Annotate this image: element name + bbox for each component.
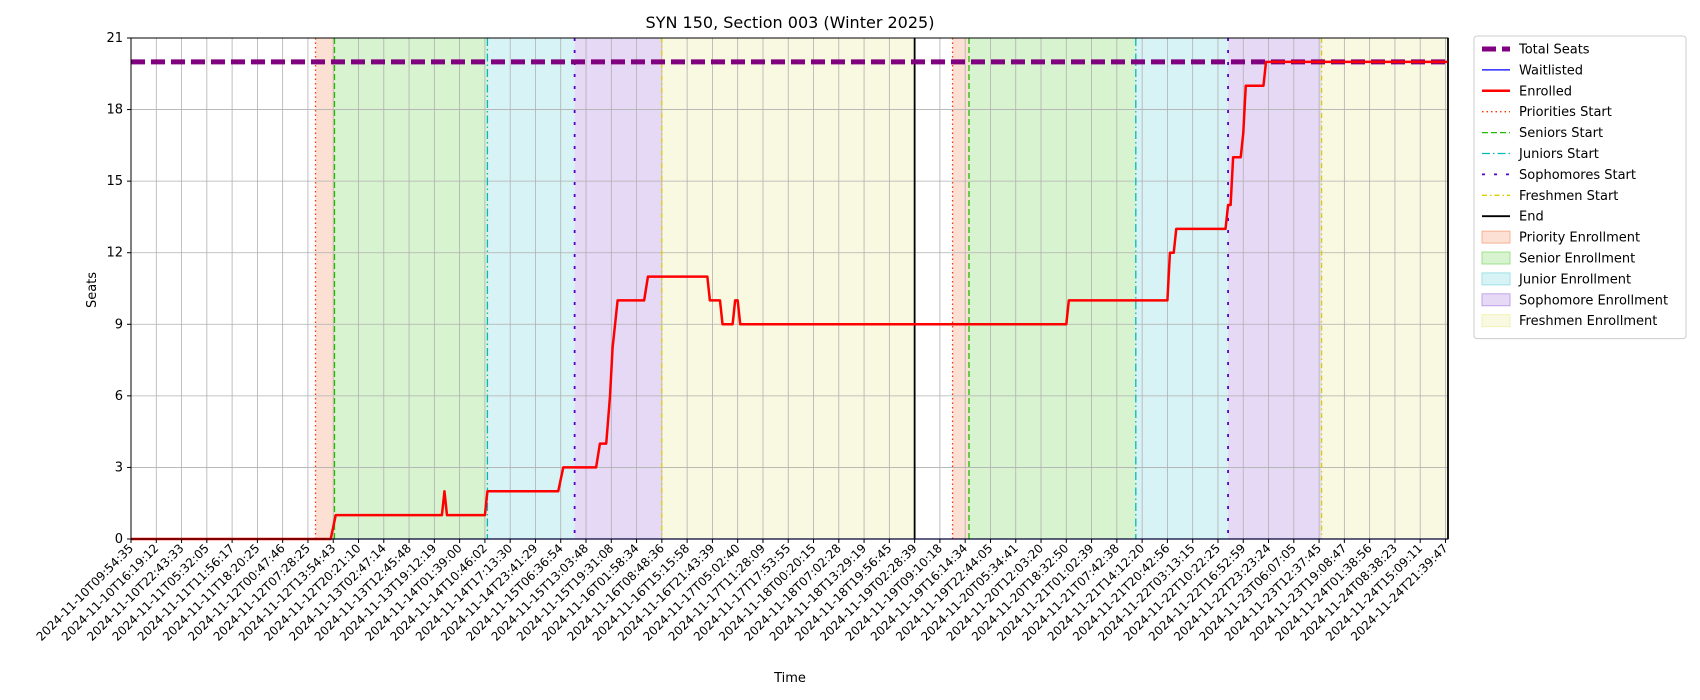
legend-label: Priorities Start: [1519, 105, 1612, 120]
phase-span: [487, 38, 575, 539]
legend-swatch: [1481, 314, 1511, 328]
legend-box: [1473, 35, 1687, 340]
legend-swatch: [1481, 230, 1511, 244]
plot-area: 0369121518212024-11-10T09:54:352024-11-1…: [34, 31, 1451, 644]
y-tick-label: 3: [115, 460, 123, 475]
y-tick-label: 15: [106, 174, 123, 189]
legend-label: Total Seats: [1518, 43, 1590, 58]
legend: Total Seats Waitlisted Enrolled Priorities …: [1473, 35, 1687, 340]
phase-span: [574, 38, 662, 539]
phase-span: [968, 38, 1136, 539]
phase-span: [315, 38, 335, 539]
phase-span: [1135, 38, 1229, 539]
phase-span: [1321, 38, 1448, 539]
legend-label: Priority Enrollment: [1519, 231, 1640, 246]
y-tick-label: 0: [115, 532, 123, 547]
legend-label: Senior Enrollment: [1519, 252, 1635, 267]
legend-label: Sophomores Start: [1519, 168, 1636, 183]
legend-label: Sophomore Enrollment: [1519, 293, 1668, 308]
y-tick-label: 12: [106, 246, 123, 261]
legend-label: Juniors Start: [1518, 147, 1599, 162]
legend-label: End: [1519, 210, 1544, 225]
legend-label: Enrolled: [1519, 84, 1572, 99]
legend-swatch: [1481, 293, 1511, 307]
y-tick-label: 6: [115, 389, 123, 404]
legend-swatch: [1481, 272, 1511, 286]
y-tick-label: 9: [115, 317, 123, 332]
axes-frame: [130, 37, 1449, 540]
phase-span: [1228, 38, 1322, 539]
enrolled-series: [131, 60, 1448, 541]
phase-span: [952, 38, 969, 539]
legend-swatch: [1481, 251, 1511, 265]
legend-label: Seniors Start: [1519, 126, 1603, 141]
legend-label: Waitlisted: [1519, 63, 1583, 78]
chart-title: SYN 150, Section 003 (Winter 2025): [646, 13, 935, 32]
y-axis-label: Seats: [85, 272, 100, 308]
x-axis-label: Time: [773, 671, 806, 686]
legend-label: Freshmen Enrollment: [1519, 314, 1657, 329]
y-tick-label: 21: [106, 31, 123, 46]
legend-label: Junior Enrollment: [1518, 272, 1631, 287]
y-tick-label: 18: [106, 103, 123, 118]
phase-span: [334, 38, 488, 539]
legend-label: Freshmen Start: [1519, 189, 1618, 204]
